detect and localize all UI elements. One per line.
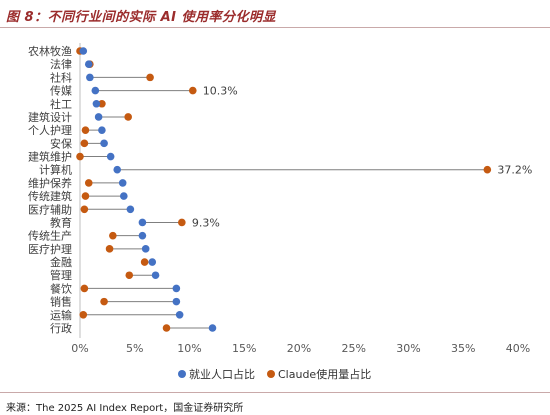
axes-group: 0% 5% 10% 15% 20% 25% 30% 35% 40% (71, 43, 530, 355)
employment-share-point (118, 179, 127, 187)
employment-share-point (94, 113, 103, 121)
category-label: 医疗辅助 (28, 202, 72, 216)
claude-usage-point (140, 258, 149, 266)
employment-share-point (106, 152, 115, 161)
category-label: 社工 (50, 97, 72, 111)
category-label: 销售 (50, 295, 72, 309)
employment-share-point (120, 192, 128, 200)
category-label: 医疗护理 (28, 242, 72, 256)
employment-share-point (138, 218, 147, 227)
data-points (76, 47, 492, 332)
claude-usage-point (81, 126, 90, 134)
claude-usage-point (79, 311, 88, 319)
category-label: 传媒 (50, 85, 72, 98)
employment-share-point (138, 231, 147, 240)
x-tick-label: 15% (232, 342, 256, 355)
claude-usage-point (100, 297, 108, 306)
claude-usage-point (76, 152, 84, 161)
source-note: 来源：The 2025 AI Index Report，国金证券研究所 (6, 403, 244, 414)
legend: 就业人口占比 Claude使用量占比 (178, 366, 383, 382)
category-label: 社科 (50, 70, 72, 84)
category-label: 餐饮 (50, 281, 72, 295)
claude-usage-point (80, 139, 89, 148)
employment-share-point (141, 245, 150, 253)
employment-share-point (172, 297, 181, 306)
employment-share-point (148, 258, 157, 266)
employment-share-point (91, 86, 100, 95)
employment-share-point (86, 73, 94, 82)
category-label: 建筑设计 (28, 110, 72, 124)
claude-usage-point (105, 245, 114, 253)
x-tick-label: 5% (126, 342, 143, 355)
category-label: 运输 (50, 308, 72, 322)
x-tick-label: 25% (342, 342, 366, 355)
employment-share-point (126, 205, 135, 214)
category-label: 法律 (50, 57, 72, 71)
legend-label-employment: 就业人口占比 (189, 368, 255, 381)
claude-usage-point (178, 218, 186, 227)
claude-usage-point (98, 99, 106, 108)
claude-usage-point (84, 179, 93, 187)
employment-share-point (175, 311, 184, 319)
source-divider (0, 392, 550, 393)
title-divider (0, 27, 550, 28)
category-label: 个人护理 (28, 123, 72, 137)
category-label: 传统建筑 (28, 189, 72, 203)
claude-usage-point (146, 73, 154, 82)
employment-share-point (79, 47, 88, 55)
connector-lines (80, 50, 488, 329)
employment-share-point (172, 284, 181, 293)
category-label: 建筑维护 (28, 150, 72, 164)
data-label: 37.2% (497, 164, 532, 177)
claude-usage-point (81, 192, 90, 200)
x-tick-label: 30% (396, 342, 420, 355)
claude-usage-point (80, 205, 89, 214)
claude-usage-point (125, 271, 134, 280)
x-tick-label: 20% (287, 342, 311, 355)
legend-label-claude: Claude使用量占比 (278, 368, 372, 381)
employment-share-point (113, 165, 122, 174)
x-tick-label: 10% (177, 342, 201, 355)
claude-usage-point (162, 324, 171, 332)
employment-share-point (151, 271, 160, 280)
x-tick-label: 40% (506, 342, 530, 355)
category-label: 维护保养 (28, 176, 72, 190)
employment-share-point (98, 126, 106, 134)
legend-swatch-employment (178, 370, 186, 378)
employment-share-point (208, 324, 217, 332)
employment-share-point (100, 139, 108, 148)
employment-share-point (84, 60, 93, 68)
category-label: 教育 (50, 215, 72, 229)
x-tick-label: 35% (451, 342, 475, 355)
label-group: 农林牧渔法律社科传媒社工建筑设计个人护理安保建筑维护计算机维护保养传统建筑医疗辅… (28, 44, 532, 335)
category-label: 金融 (50, 255, 72, 269)
claude-usage-point (124, 113, 132, 121)
claude-usage-point (188, 86, 197, 95)
chart-title: 图 8：不同行业间的实际 AI 使用率分化明显 (6, 10, 277, 25)
data-label: 9.3% (192, 216, 220, 229)
legend-item-employment: 就业人口占比 (178, 366, 255, 382)
claude-usage-point (483, 165, 492, 174)
x-tick-label: 0% (71, 342, 88, 355)
legend-swatch-claude (267, 370, 275, 378)
category-label: 计算机 (39, 163, 72, 177)
legend-item-claude: Claude使用量占比 (267, 366, 371, 382)
data-label: 10.3% (203, 85, 238, 98)
category-label: 安保 (50, 136, 72, 150)
claude-usage-point (80, 284, 89, 293)
employment-share-point (92, 99, 101, 108)
category-label: 传统生产 (28, 229, 72, 243)
category-label: 管理 (50, 268, 72, 282)
category-label: 行政 (50, 321, 72, 335)
category-label: 农林牧渔 (28, 44, 72, 58)
claude-usage-point (109, 231, 117, 240)
